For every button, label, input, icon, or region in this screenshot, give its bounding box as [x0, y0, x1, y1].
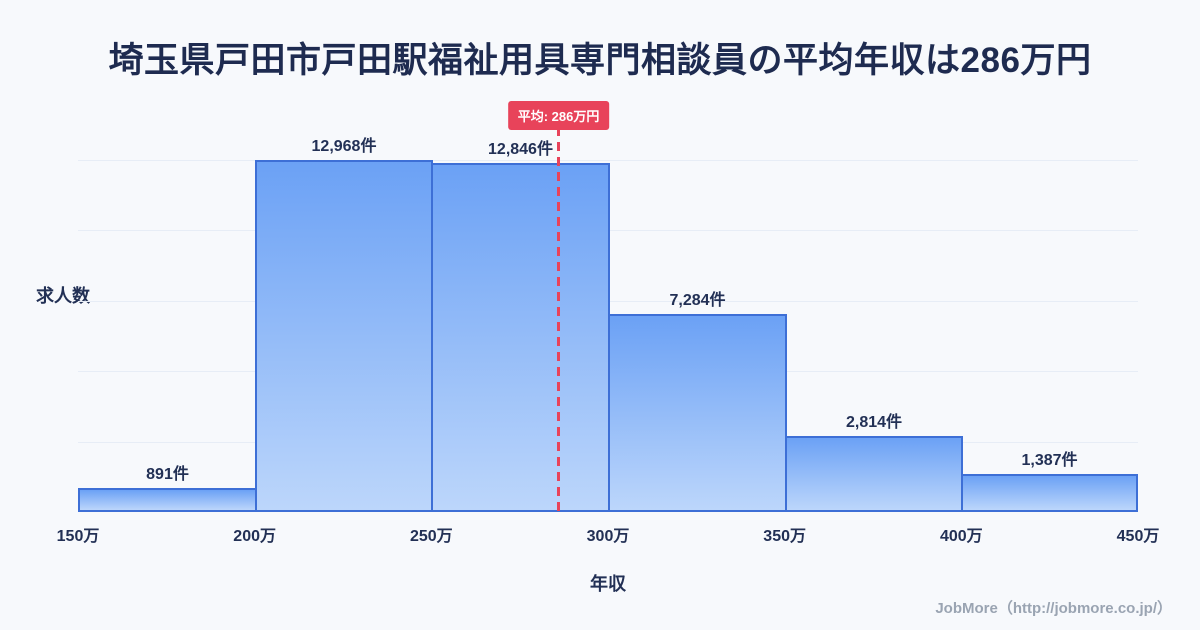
histogram-bar — [961, 474, 1138, 512]
bar-value-label: 12,846件 — [488, 141, 553, 158]
histogram-bar — [608, 314, 787, 512]
bar-value-label: 12,968件 — [311, 138, 377, 155]
average-line — [557, 127, 561, 512]
histogram-bar — [431, 163, 610, 512]
x-tick-label: 300万 — [586, 528, 630, 545]
x-tick-label: 150万 — [56, 528, 100, 545]
footer-credit: JobMore（http://jobmore.co.jp/） — [935, 600, 1172, 617]
histogram-bar — [255, 160, 433, 512]
bar-value-label: 891件 — [146, 466, 189, 483]
histogram-bar — [785, 436, 963, 512]
bar-value-label: 7,284件 — [669, 292, 726, 309]
bar-value-label: 2,814件 — [845, 414, 903, 431]
x-tick-label: 450万 — [1116, 528, 1160, 545]
histogram-bar — [78, 488, 257, 512]
x-tick-label: 400万 — [939, 528, 983, 545]
x-tick-label: 250万 — [409, 528, 453, 545]
y-axis-label: 求人数 — [36, 286, 90, 306]
x-tick-label: 350万 — [763, 528, 807, 545]
bar-value-label: 1,387件 — [1021, 452, 1078, 469]
x-axis-label: 年収 — [590, 574, 626, 594]
x-tick-label: 200万 — [233, 528, 277, 545]
average-badge: 平均: 286万円 — [507, 101, 610, 130]
gridline — [78, 160, 1138, 161]
page-title: 埼玉県戸田市戸田駅福祉用具専門相談員の平均年収は286万円 — [108, 41, 1092, 80]
